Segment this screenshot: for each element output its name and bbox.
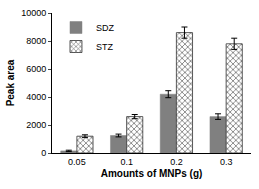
svg-text:0.05: 0.05 <box>68 157 86 167</box>
svg-text:Peak area: Peak area <box>5 59 16 106</box>
svg-text:4000: 4000 <box>26 92 46 102</box>
svg-text:Amounts of MNPs (g): Amounts of MNPs (g) <box>101 168 203 179</box>
svg-text:6000: 6000 <box>26 64 46 74</box>
svg-text:2000: 2000 <box>26 120 46 130</box>
svg-text:STZ: STZ <box>96 42 114 52</box>
svg-text:10000: 10000 <box>21 8 46 18</box>
svg-text:0.3: 0.3 <box>220 157 233 167</box>
svg-text:SDZ: SDZ <box>96 23 115 33</box>
svg-text:8000: 8000 <box>26 36 46 46</box>
svg-text:0.1: 0.1 <box>120 157 133 167</box>
svg-text:0: 0 <box>41 148 46 158</box>
svg-text:0.2: 0.2 <box>170 157 183 167</box>
